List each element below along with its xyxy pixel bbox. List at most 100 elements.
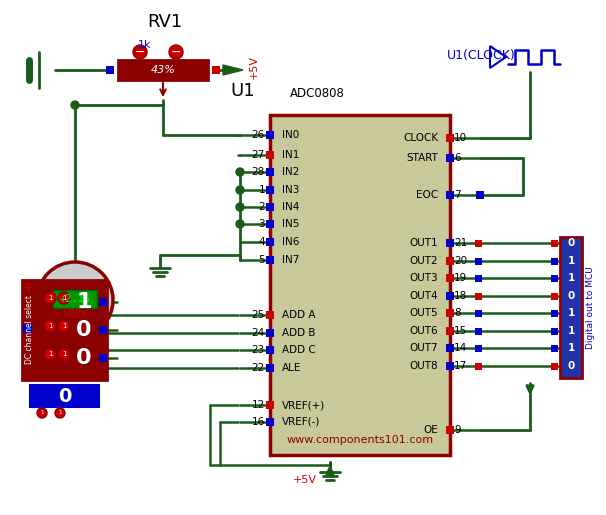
Text: 27: 27 xyxy=(251,150,265,160)
Bar xyxy=(446,327,454,335)
Text: OUT5: OUT5 xyxy=(410,308,438,318)
Text: 1: 1 xyxy=(40,410,44,416)
Text: 1: 1 xyxy=(567,308,574,318)
Bar xyxy=(270,115,450,455)
Bar xyxy=(550,310,558,317)
Bar xyxy=(560,237,582,378)
Text: 1: 1 xyxy=(258,185,265,195)
Text: 1: 1 xyxy=(567,273,574,283)
Bar xyxy=(446,257,454,265)
Text: 0: 0 xyxy=(76,320,92,340)
Bar xyxy=(266,364,274,372)
Text: www.components101.com: www.components101.com xyxy=(287,435,433,445)
Text: −: − xyxy=(22,318,34,332)
Circle shape xyxy=(169,45,183,59)
Bar xyxy=(446,362,454,370)
Bar xyxy=(550,328,558,335)
Text: 1: 1 xyxy=(567,256,574,266)
Text: 15: 15 xyxy=(454,326,467,336)
Bar xyxy=(212,66,220,74)
Text: DC channel select: DC channel select xyxy=(25,296,35,365)
Text: 7: 7 xyxy=(454,190,461,200)
Bar xyxy=(118,60,208,80)
Bar xyxy=(474,293,482,300)
Text: OE: OE xyxy=(423,425,438,435)
Text: Volts: Volts xyxy=(62,308,88,318)
Text: 1: 1 xyxy=(58,410,62,416)
Text: 8: 8 xyxy=(454,308,461,318)
Circle shape xyxy=(44,292,56,304)
Bar xyxy=(446,134,454,142)
Text: 10: 10 xyxy=(454,133,467,143)
Text: OUT4: OUT4 xyxy=(410,291,438,301)
Text: IN1: IN1 xyxy=(282,150,299,160)
Circle shape xyxy=(236,203,244,211)
Bar xyxy=(266,346,274,354)
Circle shape xyxy=(133,45,147,59)
Text: 1: 1 xyxy=(48,295,52,301)
Bar xyxy=(53,290,97,308)
Circle shape xyxy=(236,220,244,228)
Text: U1: U1 xyxy=(230,82,255,100)
Text: 1: 1 xyxy=(62,295,66,301)
Text: EOC: EOC xyxy=(416,190,438,200)
Bar xyxy=(22,280,107,380)
Bar xyxy=(474,345,482,352)
Text: RV1: RV1 xyxy=(147,13,182,31)
Text: 28: 28 xyxy=(251,167,265,177)
Bar xyxy=(446,292,454,300)
Text: +2.15: +2.15 xyxy=(59,294,91,304)
Bar xyxy=(266,329,274,337)
Bar xyxy=(446,344,454,352)
Bar xyxy=(266,401,274,409)
Text: 1: 1 xyxy=(48,351,52,357)
Text: 0: 0 xyxy=(567,361,574,371)
Bar xyxy=(446,309,454,317)
Text: 23: 23 xyxy=(251,345,265,355)
Bar xyxy=(266,220,274,228)
Bar xyxy=(266,203,274,211)
Text: 0: 0 xyxy=(58,386,71,405)
Text: IN2: IN2 xyxy=(282,167,299,177)
Text: ADD B: ADD B xyxy=(282,328,316,338)
Circle shape xyxy=(58,320,70,332)
Text: +5V: +5V xyxy=(293,475,317,485)
Bar xyxy=(446,239,454,247)
Bar xyxy=(474,310,482,317)
Text: IN5: IN5 xyxy=(282,219,299,229)
Text: 16: 16 xyxy=(251,417,265,427)
Circle shape xyxy=(236,168,244,176)
Text: ALE: ALE xyxy=(282,363,301,373)
Bar xyxy=(266,168,274,176)
Bar xyxy=(266,256,274,264)
Text: OUT8: OUT8 xyxy=(410,361,438,371)
Text: Digital out to MCU: Digital out to MCU xyxy=(586,266,595,349)
Bar xyxy=(476,191,484,199)
Bar xyxy=(550,258,558,265)
Bar xyxy=(22,323,32,333)
Text: 14: 14 xyxy=(454,343,467,353)
Text: 26: 26 xyxy=(251,130,265,140)
Text: 1k: 1k xyxy=(138,40,152,50)
Bar xyxy=(266,238,274,246)
Bar xyxy=(266,131,274,139)
Text: 17: 17 xyxy=(454,361,467,371)
Bar xyxy=(446,191,454,199)
Text: 6: 6 xyxy=(454,153,461,163)
Text: 2: 2 xyxy=(258,202,265,212)
Text: 0: 0 xyxy=(567,291,574,301)
Text: 0: 0 xyxy=(76,348,92,368)
Circle shape xyxy=(71,101,79,109)
Text: IN4: IN4 xyxy=(282,202,299,212)
Text: 1: 1 xyxy=(76,292,92,312)
Circle shape xyxy=(44,348,56,360)
Bar xyxy=(30,385,99,407)
Circle shape xyxy=(37,408,47,418)
Text: 25: 25 xyxy=(251,310,265,320)
Text: OUT1: OUT1 xyxy=(410,238,438,248)
Text: 24: 24 xyxy=(251,328,265,338)
Bar xyxy=(99,354,107,362)
Circle shape xyxy=(58,348,70,360)
Text: IN7: IN7 xyxy=(282,255,299,265)
Text: 9: 9 xyxy=(454,425,461,435)
